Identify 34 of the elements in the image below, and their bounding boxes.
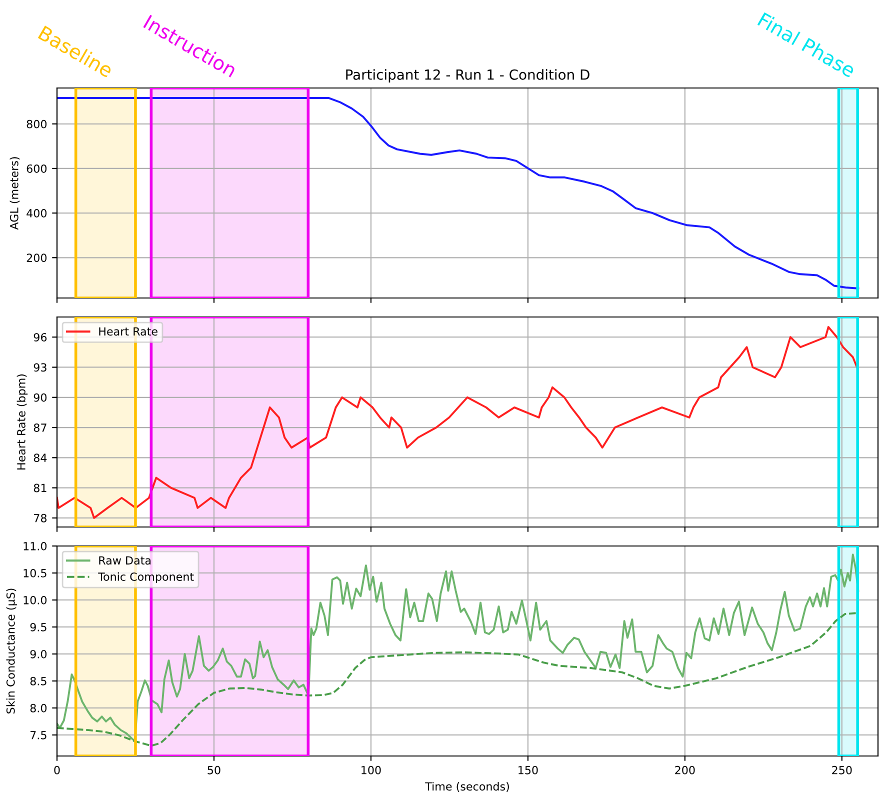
y-tick-label: 8.0	[30, 704, 47, 712]
y-tick-label: 8.5	[30, 676, 46, 686]
x-tick-label: 250	[832, 766, 852, 774]
y-tick-label: 10.5	[24, 568, 46, 578]
y-tick-label: 84	[34, 454, 47, 462]
y-tick-label: 9.5	[30, 622, 46, 632]
y-tick-label: 87	[34, 424, 46, 432]
x-tick-label: 50	[208, 766, 220, 774]
y-tick-label: 200	[26, 254, 47, 262]
y-tick-label: 11.0	[24, 542, 47, 550]
y-axis-title: Skin Conductance (µS)	[6, 588, 17, 714]
y-tick-label: 78	[34, 514, 47, 522]
y-axis-title: Heart Rate (bpm)	[16, 374, 28, 470]
legend-label: Raw Data	[99, 556, 151, 565]
y-tick-label: 96	[34, 333, 47, 342]
y-tick-label: 93	[34, 363, 46, 372]
line-series	[57, 326, 858, 519]
x-tick-label: 150	[518, 766, 538, 774]
legend-label: Tonic Component	[98, 572, 194, 584]
y-axis-title: AGL (meters)	[10, 157, 20, 230]
y-tick-label: 10.0	[24, 596, 47, 604]
y-tick-label: 800	[26, 120, 47, 128]
x-tick-label: 200	[675, 766, 695, 774]
y-tick-label: 7.5	[30, 731, 46, 740]
y-tick-label: 81	[34, 484, 46, 492]
chart-title: Participant 12 - Run 1 - Condition D	[346, 69, 590, 83]
y-tick-label: 400	[26, 209, 47, 218]
y-tick-label: 90	[34, 393, 47, 402]
legend-label: Heart Rate	[99, 327, 158, 336]
x-axis-title: Time (seconds)	[425, 782, 509, 792]
y-tick-label: 600	[26, 164, 47, 173]
x-tick-label: 0	[54, 766, 60, 774]
x-tick-label: 100	[362, 766, 381, 774]
y-tick-label: 9.0	[30, 650, 47, 658]
